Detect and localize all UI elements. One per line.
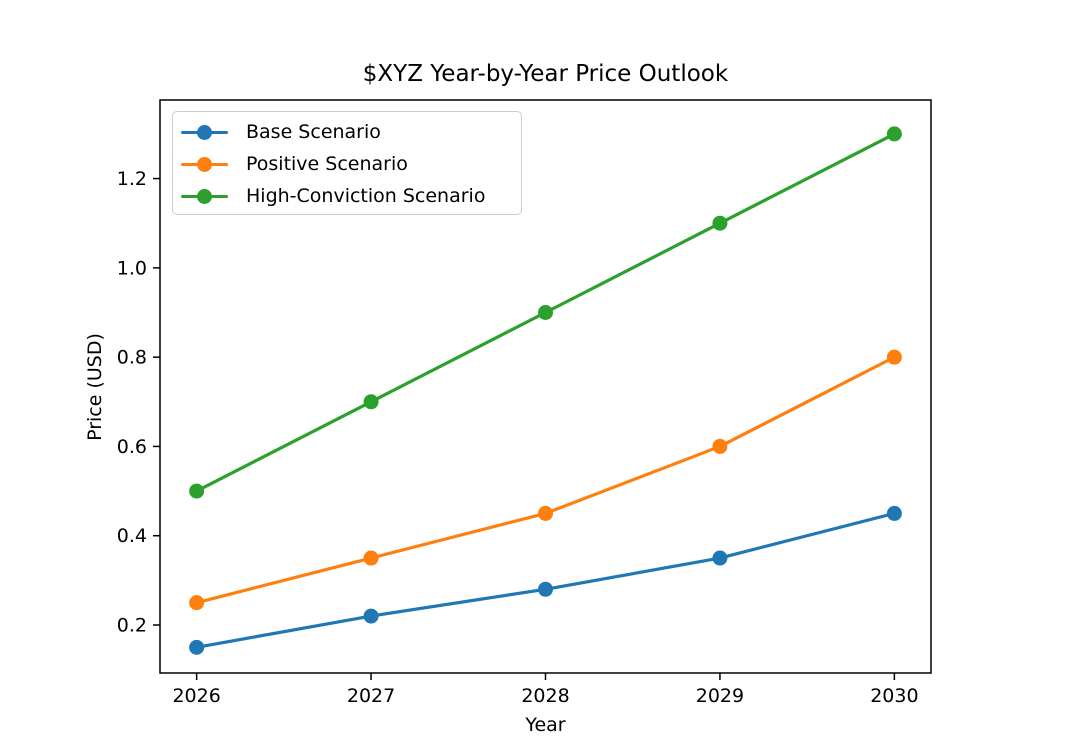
y-tick-label: 0.4 xyxy=(117,525,147,547)
data-point xyxy=(538,505,553,521)
data-point xyxy=(363,394,379,410)
y-tick-label: 0.6 xyxy=(117,436,147,458)
x-axis-label: Year xyxy=(525,714,566,736)
x-tick-label: 2026 xyxy=(172,685,220,707)
y-tick-label: 0.8 xyxy=(117,347,147,369)
data-point xyxy=(363,550,379,566)
series-line-2 xyxy=(195,355,896,605)
legend-label: Base Scenario xyxy=(246,120,381,143)
data-point xyxy=(538,581,553,597)
data-point xyxy=(189,639,205,655)
x-tick-label: 2030 xyxy=(870,685,918,707)
data-point xyxy=(189,483,205,499)
legend: Base Scenario Positive Scenario High-Con… xyxy=(172,111,522,215)
legend-item: Base Scenario xyxy=(181,116,521,148)
legend-dot-icon xyxy=(197,156,212,172)
legend-marker xyxy=(181,124,228,140)
y-tick-label: 1.0 xyxy=(117,257,147,279)
legend-label: High-Conviction Scenario xyxy=(246,184,486,207)
x-tick-label: 2027 xyxy=(347,685,395,707)
legend-label: Positive Scenario xyxy=(246,152,408,175)
data-point xyxy=(538,305,553,321)
x-tick-label: 2028 xyxy=(521,685,569,707)
legend-marker xyxy=(181,188,228,204)
x-tick-label: 2029 xyxy=(696,685,744,707)
data-point xyxy=(886,126,902,142)
y-axis-label: Price (USD) xyxy=(84,333,106,441)
data-point xyxy=(712,215,728,231)
legend-dot-icon xyxy=(197,124,212,140)
y-tick-label: 0.2 xyxy=(117,614,147,636)
legend-item: Positive Scenario xyxy=(181,148,521,180)
chart-title: $XYZ Year-by-Year Price Outlook xyxy=(362,61,729,87)
data-point xyxy=(189,595,205,611)
y-tick-label: 1.2 xyxy=(117,168,147,190)
data-point xyxy=(886,505,902,521)
series-line-1 xyxy=(195,511,896,649)
data-point xyxy=(712,550,728,566)
legend-item: High-Conviction Scenario xyxy=(181,180,521,212)
data-point xyxy=(886,349,902,365)
legend-marker xyxy=(181,156,228,172)
data-point xyxy=(712,438,728,454)
legend-dot-icon xyxy=(197,188,212,204)
data-point xyxy=(363,608,379,624)
